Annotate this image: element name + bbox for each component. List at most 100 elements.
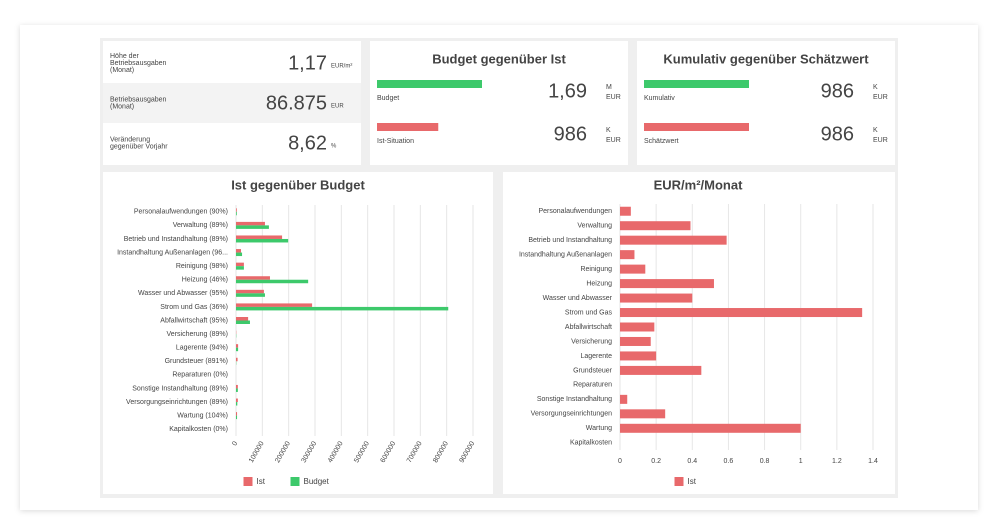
y-tick-label: Heizung (46%) bbox=[182, 277, 228, 284]
y-tick-label: Betrieb und Instandhaltung (89%) bbox=[124, 236, 228, 243]
bar bbox=[236, 357, 238, 362]
y-tick-label: Versorgungseinrichtungen (89%) bbox=[126, 399, 228, 406]
bar bbox=[236, 266, 244, 270]
comparison-bar bbox=[644, 80, 749, 88]
bar bbox=[620, 279, 714, 289]
kpi-label: Betriebsausgaben bbox=[110, 96, 167, 103]
bar bbox=[236, 388, 238, 392]
kpi-value: 1,17 bbox=[288, 52, 327, 74]
bar bbox=[236, 225, 269, 229]
kpi-unit: EUR/m² bbox=[331, 64, 352, 70]
x-tick-label: 1 bbox=[799, 458, 803, 465]
y-tick-label: Grundsteuer (891%) bbox=[165, 358, 228, 365]
y-tick-label: Abfallwirtschaft (95%) bbox=[160, 317, 228, 324]
bar bbox=[620, 394, 628, 404]
panel-title: Kumulativ gegenüber Schätzwert bbox=[663, 51, 869, 66]
kpi-label: Betriebsausgaben bbox=[110, 60, 167, 67]
bar bbox=[620, 206, 631, 216]
y-tick-label: Personalaufwendungen bbox=[538, 208, 612, 215]
comparison-bar bbox=[377, 80, 482, 88]
comparison-value: 986 bbox=[821, 80, 854, 102]
bar bbox=[620, 264, 646, 274]
legend-label: Ist bbox=[257, 477, 266, 486]
comparison-unit: EUR bbox=[606, 137, 621, 144]
legend-swatch bbox=[243, 477, 253, 486]
bar bbox=[620, 250, 635, 260]
kpi-label: (Monat) bbox=[110, 103, 134, 110]
bar bbox=[236, 208, 237, 212]
bar bbox=[236, 235, 283, 239]
bar bbox=[236, 303, 313, 307]
comparison-unit: EUR bbox=[873, 94, 888, 101]
legend-swatch bbox=[674, 477, 684, 486]
x-tick-label: 0.2 bbox=[651, 458, 661, 465]
y-tick-label: Wasser und Abwasser (95%) bbox=[138, 290, 228, 297]
x-tick-label: 0.8 bbox=[760, 458, 770, 465]
bar bbox=[236, 398, 238, 403]
bar bbox=[620, 409, 666, 419]
kpi-row-bg bbox=[103, 83, 361, 123]
y-tick-label: Lagerente bbox=[580, 353, 612, 360]
comparison-value: 986 bbox=[821, 123, 854, 145]
y-tick-label: Sonstige Instandhaltung bbox=[537, 396, 612, 403]
y-tick-label: Instandhaltung Außenanlagen bbox=[519, 251, 612, 258]
chart-title: Ist gegenüber Budget bbox=[231, 177, 365, 192]
bar bbox=[236, 317, 249, 321]
kpi-label: Veränderung bbox=[110, 136, 150, 143]
x-tick-label: 1.4 bbox=[868, 458, 878, 465]
bar bbox=[620, 351, 657, 361]
bar bbox=[236, 306, 449, 311]
comparison-unit: EUR bbox=[873, 137, 888, 144]
y-tick-label: Reparaturen bbox=[573, 382, 612, 389]
comparison-bar bbox=[644, 123, 749, 131]
legend-label: Ist bbox=[688, 477, 697, 486]
y-tick-label: Strom und Gas bbox=[565, 309, 613, 316]
bar bbox=[620, 293, 693, 303]
y-tick-label: Kapitalkosten bbox=[570, 440, 612, 447]
comparison-value: 986 bbox=[554, 123, 587, 145]
y-tick-label: Versicherung bbox=[571, 338, 612, 345]
y-tick-label: Reparaturen (0%) bbox=[172, 372, 228, 379]
bar bbox=[236, 402, 238, 406]
y-tick-label: Reinigung bbox=[580, 266, 612, 273]
chart-panel bbox=[103, 172, 493, 494]
chart-panel bbox=[503, 172, 895, 494]
y-tick-label: Verwaltung (89%) bbox=[173, 222, 228, 229]
bar bbox=[236, 262, 244, 267]
bar bbox=[620, 221, 691, 231]
y-tick-label: Strom und Gas (36%) bbox=[160, 304, 228, 311]
bar bbox=[236, 238, 289, 243]
comparison-panel bbox=[637, 41, 895, 165]
comparison-bar bbox=[377, 123, 439, 131]
kpi-unit: EUR bbox=[331, 104, 344, 110]
legend-label: Budget bbox=[304, 477, 330, 486]
bar bbox=[620, 322, 655, 332]
x-tick-label: 1.2 bbox=[832, 458, 842, 465]
bar bbox=[236, 249, 242, 253]
kpi-label: Höhe der bbox=[110, 53, 139, 60]
y-tick-label: Abfallwirtschaft bbox=[565, 324, 612, 331]
comparison-name: Ist-Situation bbox=[377, 138, 414, 145]
y-tick-label: Sonstige Instandhaltung (89%) bbox=[132, 385, 228, 392]
bar bbox=[236, 279, 309, 284]
y-tick-label: Reinigung (98%) bbox=[176, 263, 228, 270]
y-tick-label: Heizung bbox=[586, 280, 612, 287]
kpi-label: (Monat) bbox=[110, 67, 134, 74]
bar bbox=[236, 415, 238, 420]
kpi-value: 8,62 bbox=[288, 132, 327, 154]
bar bbox=[620, 235, 727, 245]
comparison-unit: M bbox=[606, 84, 612, 91]
y-tick-label: Versicherung (89%) bbox=[167, 331, 228, 338]
bar bbox=[236, 347, 239, 352]
y-tick-label: Instandhaltung Außenanlagen (96... bbox=[117, 249, 228, 256]
y-tick-label: Wasser und Abwasser bbox=[543, 295, 613, 302]
kpi-label: gegenüber Vorjahr bbox=[110, 143, 168, 150]
bar bbox=[236, 252, 243, 257]
comparison-name: Schätzwert bbox=[644, 138, 679, 145]
bar bbox=[236, 293, 265, 297]
comparison-unit: K bbox=[606, 127, 611, 134]
y-tick-label: Kapitalkosten (0%) bbox=[169, 426, 228, 433]
kpi-unit: % bbox=[331, 144, 337, 150]
bar bbox=[236, 384, 238, 389]
bar bbox=[236, 221, 265, 226]
